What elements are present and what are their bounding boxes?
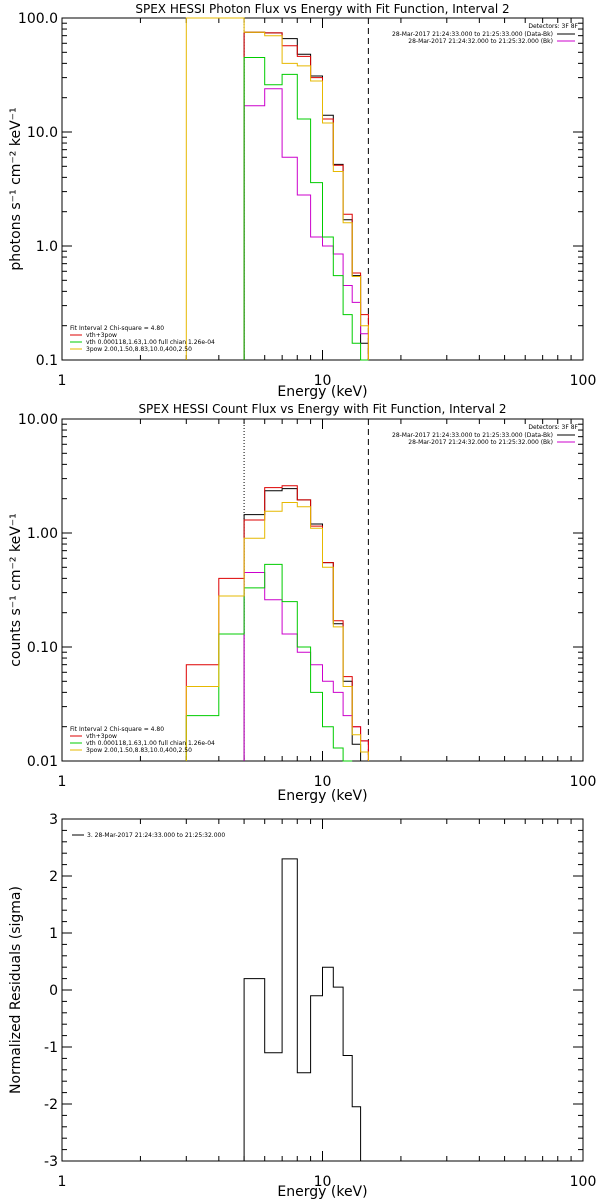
y-tick-label: 2 xyxy=(49,869,58,885)
legend-entry: 3pow 2.00,1.50,8.83,10.0,400,2.50 xyxy=(86,747,192,754)
x-tick-label: 100 xyxy=(570,373,597,389)
y-tick-label: 0.1 xyxy=(36,353,58,369)
y-tick-label: 1 xyxy=(49,926,58,942)
series-vth-3pow xyxy=(243,31,369,360)
chart-title: SPEX HESSI Count Flux vs Energy with Fit… xyxy=(138,402,506,416)
legend-header: Detectors: 3F 8F xyxy=(528,424,578,431)
y-tick-label: 0.01 xyxy=(27,754,58,770)
x-tick-label: 1 xyxy=(58,373,67,389)
series-vth xyxy=(185,563,353,762)
y-axis-label: Normalized Residuals (sigma) xyxy=(8,886,24,1094)
legend-entry: vth+3pow xyxy=(86,733,117,740)
y-tick-label: 1.00 xyxy=(27,526,58,542)
series-residuals xyxy=(243,858,369,1162)
legend-header: Fit Interval 2 Chi-square = 4.80 xyxy=(70,726,164,733)
y-tick-label: -1 xyxy=(44,1040,58,1056)
legend-entry: vth 0.000118,1.63,1.00 full chian 1.26e-… xyxy=(86,339,215,346)
series-vth xyxy=(243,57,369,361)
legend-header: Fit Interval 2 Chi-square = 4.80 xyxy=(70,325,164,332)
y-tick-label: 10.00 xyxy=(18,412,58,428)
legend-header: Detectors: 3F 8F xyxy=(528,23,578,30)
series-3pow xyxy=(185,17,369,360)
chart-title: SPEX HESSI Photon Flux vs Energy with Fi… xyxy=(135,2,509,16)
legend-entry: 28-Mar-2017 21:24:32.000 to 21:25:32.000… xyxy=(408,38,553,45)
y-axis-label: counts s⁻¹ cm⁻² keV⁻¹ xyxy=(8,513,24,667)
series-data-bk xyxy=(243,488,362,761)
y-tick-label: 10.0 xyxy=(27,125,58,141)
x-tick-label: 10 xyxy=(314,1174,332,1190)
y-tick-label: 100.0 xyxy=(18,11,58,27)
legend-entry: 28-Mar-2017 21:24:33.000 to 21:25:33.000… xyxy=(392,31,553,38)
x-tick-label: 100 xyxy=(570,1174,597,1190)
legend-entry: vth+3pow xyxy=(86,332,117,339)
legend-entry: vth 0.000118,1.63,1.00 full chian 1.26e-… xyxy=(86,740,215,747)
x-axis-label: Energy (keV) xyxy=(277,1184,367,1200)
y-tick-label: -3 xyxy=(44,1154,58,1170)
y-tick-label: 0 xyxy=(49,983,58,999)
y-tick-label: 0.10 xyxy=(27,640,58,656)
legend-entry: 28-Mar-2017 21:24:32.000 to 21:25:32.000… xyxy=(408,439,553,446)
y-axis-label: photons s⁻¹ cm⁻² keV⁻¹ xyxy=(8,107,24,270)
y-tick-label: -2 xyxy=(44,1097,58,1113)
y-tick-label: 3 xyxy=(49,812,58,828)
legend-entry: 28-Mar-2017 21:24:33.000 to 21:25:33.000… xyxy=(392,432,553,439)
x-tick-label: 1 xyxy=(58,774,67,790)
y-tick-label: 1.0 xyxy=(36,239,58,255)
series-data-bk xyxy=(243,31,369,360)
x-axis-label: Energy (keV) xyxy=(277,788,367,804)
legend-entry: 3pow 2.00,1.50,8.83,10.0,400,2.50 xyxy=(86,346,192,353)
x-tick-label: 10 xyxy=(314,774,332,790)
legend-entry: 3. 28-Mar-2017 21:24:33.000 to 21:25:32.… xyxy=(87,832,225,839)
x-tick-label: 1 xyxy=(58,1174,67,1190)
series-3pow xyxy=(185,502,369,761)
x-tick-label: 10 xyxy=(314,373,332,389)
series-bk xyxy=(243,88,369,360)
series-bk xyxy=(243,572,369,761)
x-tick-label: 100 xyxy=(570,774,597,790)
x-axis-label: Energy (keV) xyxy=(277,384,367,400)
